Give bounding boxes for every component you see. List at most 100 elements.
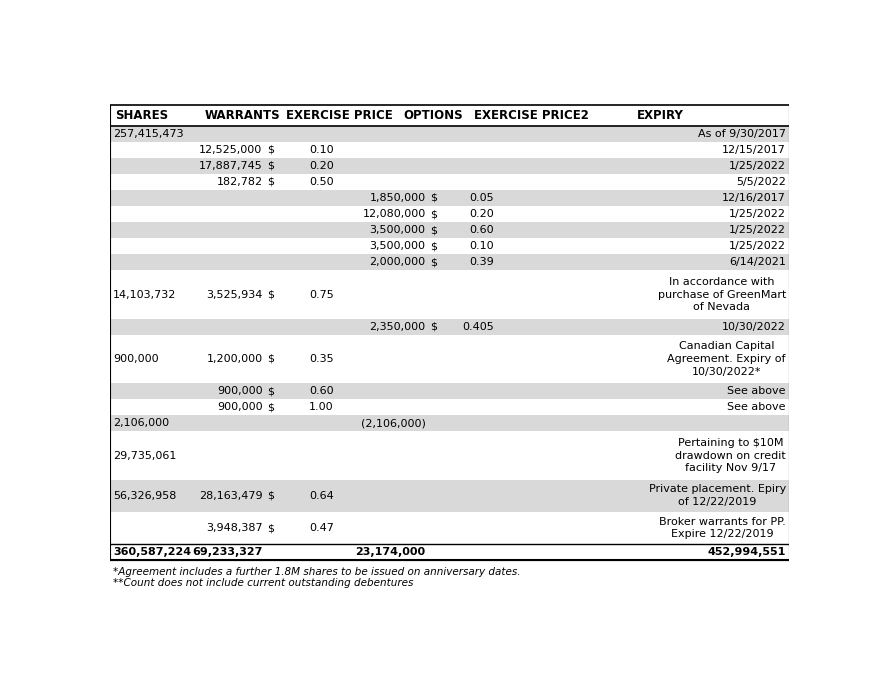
Bar <box>110 141 789 158</box>
Bar <box>110 158 789 174</box>
Text: 182,782: 182,782 <box>217 177 262 187</box>
Bar <box>110 222 789 238</box>
Text: 360,587,224: 360,587,224 <box>113 547 191 557</box>
Text: 6/14/2021: 6/14/2021 <box>729 257 786 268</box>
Text: (2,106,000): (2,106,000) <box>360 418 425 429</box>
Text: In accordance with
purchase of GreenMart
of Nevada: In accordance with purchase of GreenMart… <box>658 277 786 312</box>
Text: 3,500,000: 3,500,000 <box>370 241 425 251</box>
Text: 1,200,000: 1,200,000 <box>206 354 262 364</box>
Text: $: $ <box>431 322 438 332</box>
Text: SHARES: SHARES <box>115 109 168 122</box>
Text: 1/25/2022: 1/25/2022 <box>729 241 786 251</box>
Bar <box>110 480 789 512</box>
Bar <box>110 544 789 560</box>
Text: $: $ <box>431 193 438 203</box>
Text: 0.20: 0.20 <box>469 209 494 219</box>
Bar <box>110 383 789 399</box>
Text: 1,850,000: 1,850,000 <box>369 193 425 203</box>
Text: 69,233,327: 69,233,327 <box>192 547 262 557</box>
Text: 3,500,000: 3,500,000 <box>370 225 425 235</box>
Text: EXPIRY: EXPIRY <box>637 109 684 122</box>
Bar <box>110 512 789 544</box>
Text: $: $ <box>267 161 275 171</box>
Text: 0.50: 0.50 <box>310 177 334 187</box>
Text: 1/25/2022: 1/25/2022 <box>729 209 786 219</box>
Text: $: $ <box>431 241 438 251</box>
Bar <box>110 105 789 125</box>
Text: $: $ <box>267 289 275 300</box>
Text: 0.405: 0.405 <box>462 322 494 332</box>
Text: 1/25/2022: 1/25/2022 <box>729 225 786 235</box>
Text: 17,887,745: 17,887,745 <box>199 161 262 171</box>
Bar <box>110 190 789 206</box>
Bar <box>110 319 789 335</box>
Text: 0.39: 0.39 <box>469 257 494 268</box>
Text: *Agreement includes a further 1.8M shares to be issued on anniversary dates.: *Agreement includes a further 1.8M share… <box>113 567 521 576</box>
Text: 28,163,479: 28,163,479 <box>199 491 262 501</box>
Text: $: $ <box>267 386 275 396</box>
Bar <box>110 399 789 415</box>
Text: $: $ <box>431 257 438 268</box>
Text: 12,525,000: 12,525,000 <box>199 145 262 155</box>
Text: $: $ <box>267 523 275 533</box>
Bar <box>110 335 789 383</box>
Text: 257,415,473: 257,415,473 <box>113 128 183 139</box>
Text: 10/30/2022: 10/30/2022 <box>722 322 786 332</box>
Text: Broker warrants for PP.
Expire 12/22/2019: Broker warrants for PP. Expire 12/22/201… <box>660 516 786 539</box>
Bar <box>110 254 789 270</box>
Text: **Count does not include current outstanding debentures: **Count does not include current outstan… <box>113 579 413 588</box>
Text: $: $ <box>431 209 438 219</box>
Text: 2,350,000: 2,350,000 <box>369 322 425 332</box>
Text: See above: See above <box>727 402 786 412</box>
Text: 900,000: 900,000 <box>113 354 159 364</box>
Text: $: $ <box>267 145 275 155</box>
Text: 12,080,000: 12,080,000 <box>362 209 425 219</box>
Text: EXERCISE PRICE: EXERCISE PRICE <box>286 109 393 122</box>
Text: 12/16/2017: 12/16/2017 <box>722 193 786 203</box>
Text: As of 9/30/2017: As of 9/30/2017 <box>698 128 786 139</box>
Text: $: $ <box>267 402 275 412</box>
Text: 900,000: 900,000 <box>217 386 262 396</box>
Text: OPTIONS: OPTIONS <box>403 109 463 122</box>
Text: Private placement. Epiry
of 12/22/2019: Private placement. Epiry of 12/22/2019 <box>649 484 786 507</box>
Text: 0.47: 0.47 <box>309 523 334 533</box>
Text: 1.00: 1.00 <box>310 402 334 412</box>
Text: $: $ <box>267 354 275 364</box>
Text: 12/15/2017: 12/15/2017 <box>722 145 786 155</box>
Bar <box>110 431 789 480</box>
Bar <box>110 206 789 222</box>
Bar <box>110 270 789 319</box>
Text: 3,948,387: 3,948,387 <box>206 523 262 533</box>
Bar <box>110 174 789 190</box>
Text: 29,735,061: 29,735,061 <box>113 450 176 461</box>
Text: 452,994,551: 452,994,551 <box>708 547 786 557</box>
Text: 23,174,000: 23,174,000 <box>355 547 425 557</box>
Text: 0.20: 0.20 <box>310 161 334 171</box>
Text: 0.05: 0.05 <box>469 193 494 203</box>
Text: 0.60: 0.60 <box>310 386 334 396</box>
Text: 5/5/2022: 5/5/2022 <box>736 177 786 187</box>
Text: $: $ <box>431 225 438 235</box>
Bar <box>110 125 789 141</box>
Text: $: $ <box>267 177 275 187</box>
Text: 0.75: 0.75 <box>310 289 334 300</box>
Text: 14,103,732: 14,103,732 <box>113 289 176 300</box>
Text: $: $ <box>267 491 275 501</box>
Text: 2,000,000: 2,000,000 <box>369 257 425 268</box>
Text: 0.10: 0.10 <box>469 241 494 251</box>
Text: WARRANTS: WARRANTS <box>205 109 281 122</box>
Text: 2,106,000: 2,106,000 <box>113 418 169 429</box>
Text: Pertaining to $10M
drawdown on credit
facility Nov 9/17: Pertaining to $10M drawdown on credit fa… <box>675 438 786 473</box>
Text: 0.60: 0.60 <box>469 225 494 235</box>
Text: 1/25/2022: 1/25/2022 <box>729 161 786 171</box>
Bar <box>110 238 789 254</box>
Text: 0.35: 0.35 <box>310 354 334 364</box>
Text: See above: See above <box>727 386 786 396</box>
Text: 3,525,934: 3,525,934 <box>206 289 262 300</box>
Text: 0.64: 0.64 <box>310 491 334 501</box>
Text: 56,326,958: 56,326,958 <box>113 491 176 501</box>
Text: 0.10: 0.10 <box>310 145 334 155</box>
Text: 900,000: 900,000 <box>217 402 262 412</box>
Text: Canadian Capital
Agreement. Expiry of
10/30/2022*: Canadian Capital Agreement. Expiry of 10… <box>667 341 786 377</box>
Text: EXERCISE PRICE2: EXERCISE PRICE2 <box>474 109 588 122</box>
